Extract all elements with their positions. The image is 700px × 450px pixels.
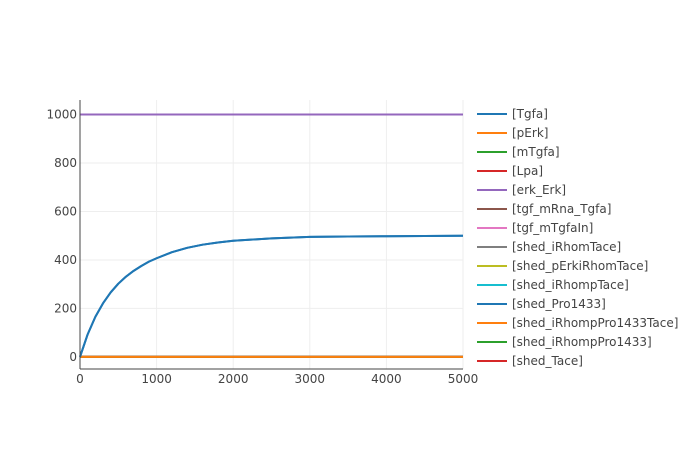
legend-item[interactable]: [shed_iRhompPro1433] bbox=[477, 335, 652, 349]
y-tick-labels: 0 200 400 600 800 1000 bbox=[46, 108, 77, 364]
x-tick-label: 0 bbox=[76, 372, 84, 386]
legend-label: [pErk] bbox=[512, 126, 548, 140]
series-lines bbox=[79, 113, 464, 358]
legend-label: [shed_iRhompPro1433] bbox=[512, 335, 652, 349]
legend-label: [mTgfa] bbox=[512, 145, 560, 159]
legend-label: [shed_Pro1433] bbox=[512, 297, 606, 311]
legend-item[interactable]: [shed_iRhomTace] bbox=[477, 240, 621, 254]
legend[interactable]: [Tgfa] [pErk] [mTgfa] [Lpa] [erk_Erk] [tgf_mR… bbox=[477, 107, 678, 368]
legend-label: [shed_iRhomTace] bbox=[512, 240, 621, 254]
y-tick-label: 600 bbox=[54, 204, 77, 218]
y-tick-label: 400 bbox=[54, 253, 77, 267]
legend-item[interactable]: [pErk] bbox=[477, 126, 548, 140]
legend-item[interactable]: [tgf_mRna_Tgfa] bbox=[477, 202, 611, 216]
y-tick-label: 1000 bbox=[46, 108, 77, 122]
legend-item[interactable]: [tgf_mTgfaIn] bbox=[477, 221, 593, 235]
legend-label: [shed_iRhompTace] bbox=[512, 278, 629, 292]
axes bbox=[79, 100, 463, 370]
legend-label: [shed_pErkiRhomTace] bbox=[512, 259, 648, 273]
legend-item[interactable]: [shed_iRhompTace] bbox=[477, 278, 629, 292]
legend-item[interactable]: [shed_pErkiRhomTace] bbox=[477, 259, 648, 273]
legend-label: [erk_Erk] bbox=[512, 183, 566, 197]
x-tick-labels: 0 1000 2000 3000 4000 5000 bbox=[76, 372, 478, 386]
legend-label: [Tgfa] bbox=[512, 107, 548, 121]
x-tick-label: 5000 bbox=[448, 372, 479, 386]
series-line-0-top bbox=[79, 234, 464, 358]
x-tick-label: 3000 bbox=[295, 372, 326, 386]
x-tick-label: 1000 bbox=[141, 372, 172, 386]
legend-item[interactable]: [erk_Erk] bbox=[477, 183, 566, 197]
legend-item[interactable]: [shed_Tace] bbox=[477, 354, 583, 368]
legend-label: [shed_iRhompPro1433Tace] bbox=[512, 316, 678, 330]
y-tick-label: 800 bbox=[54, 156, 77, 170]
legend-label: [shed_Tace] bbox=[512, 354, 583, 368]
x-tick-label: 2000 bbox=[218, 372, 249, 386]
x-tick-label: 4000 bbox=[371, 372, 402, 386]
series-line-0 bbox=[79, 234, 464, 358]
legend-label: [tgf_mTgfaIn] bbox=[512, 221, 593, 235]
grid-lines bbox=[79, 100, 464, 369]
legend-item[interactable]: [Lpa] bbox=[477, 164, 543, 178]
legend-label: [Lpa] bbox=[512, 164, 543, 178]
legend-label: [tgf_mRna_Tgfa] bbox=[512, 202, 611, 216]
legend-item[interactable]: [shed_iRhompPro1433Tace] bbox=[477, 316, 678, 330]
legend-item[interactable]: [shed_Pro1433] bbox=[477, 297, 606, 311]
y-tick-label: 200 bbox=[54, 301, 77, 315]
legend-item[interactable]: [Tgfa] bbox=[477, 107, 548, 121]
legend-item[interactable]: [mTgfa] bbox=[477, 145, 560, 159]
y-tick-label: 0 bbox=[69, 350, 77, 364]
